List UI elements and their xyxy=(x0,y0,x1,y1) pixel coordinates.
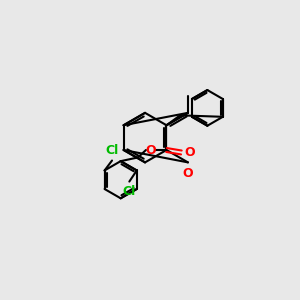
Text: O: O xyxy=(184,146,195,159)
Text: O: O xyxy=(183,167,193,180)
Text: O: O xyxy=(145,143,156,157)
Text: Cl: Cl xyxy=(123,185,136,198)
Text: Cl: Cl xyxy=(105,144,119,157)
